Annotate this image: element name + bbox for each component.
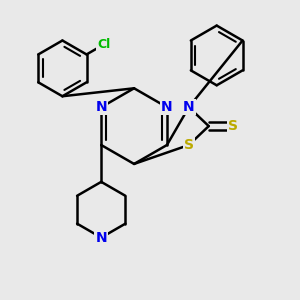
Text: Cl: Cl: [97, 38, 110, 51]
Text: N: N: [95, 100, 107, 114]
Text: N: N: [161, 100, 173, 114]
Text: N: N: [95, 231, 107, 244]
Text: S: S: [184, 138, 194, 152]
Text: S: S: [228, 119, 238, 133]
Text: N: N: [183, 100, 195, 114]
